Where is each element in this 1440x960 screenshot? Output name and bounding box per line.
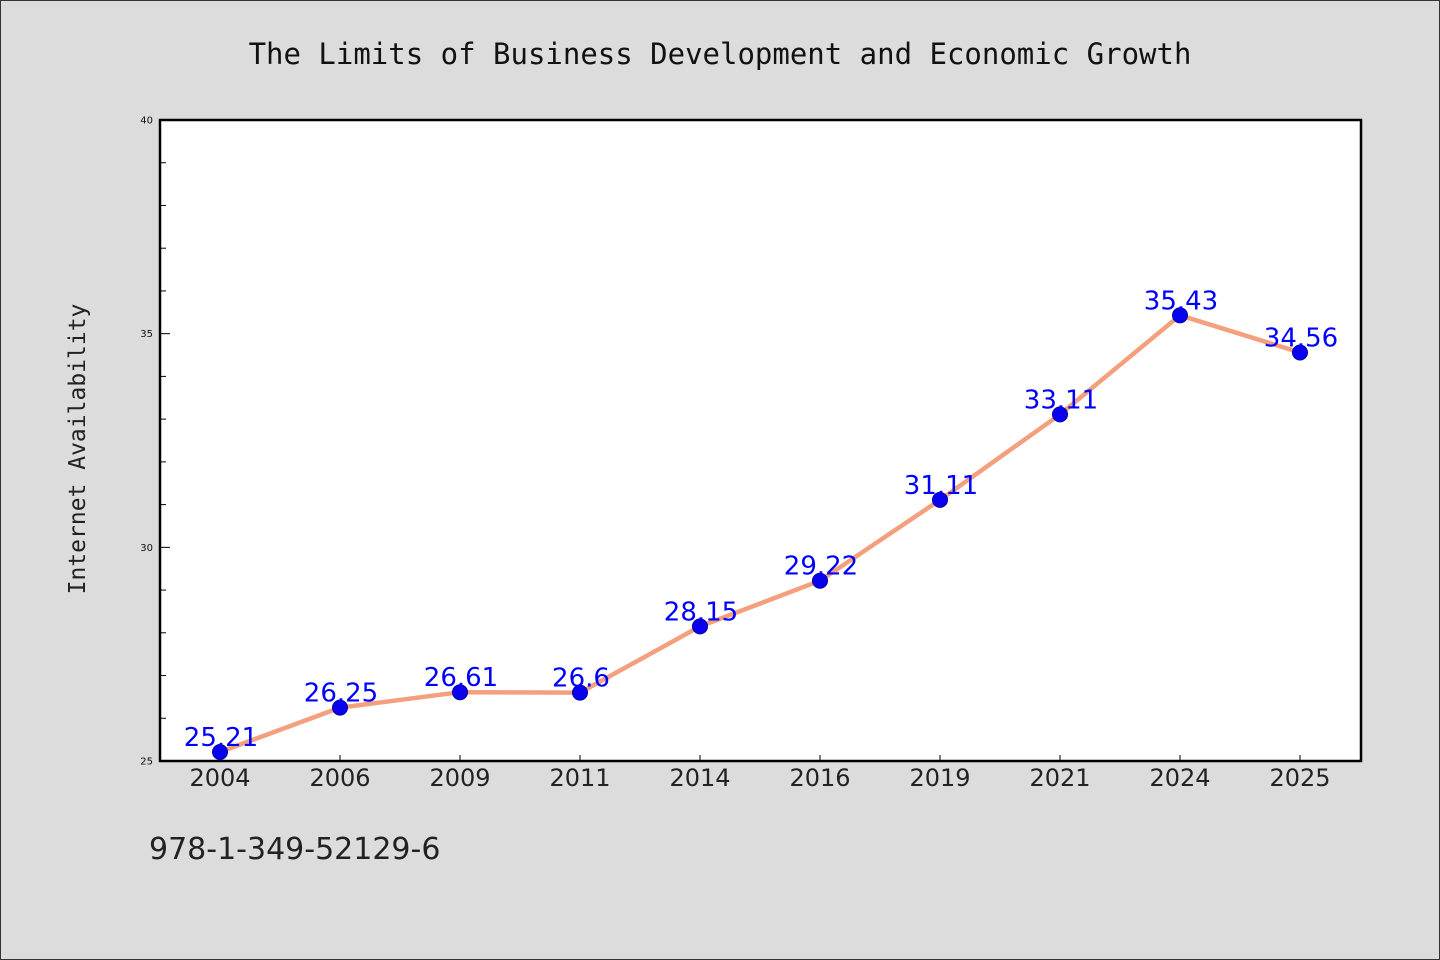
data-markers — [212, 307, 1308, 760]
x-tick-label: 2011 — [549, 764, 610, 792]
data-point — [1292, 344, 1308, 361]
x-tick-label: 2019 — [909, 764, 970, 792]
plot-area — [158, 118, 1363, 763]
data-label: 34.56 — [1264, 324, 1338, 354]
data-label: 28.15 — [664, 597, 738, 627]
chart-title: The Limits of Business Development and E… — [249, 37, 1192, 71]
y-tick-label: 30 — [140, 543, 153, 554]
data-point — [572, 684, 588, 701]
data-point — [692, 618, 708, 635]
y-axis-ticks: 25 30 35 40 — [140, 116, 170, 768]
data-label: 29.22 — [784, 552, 858, 582]
x-tick-label: 2006 — [309, 764, 370, 792]
x-axis-ticks: 2004 2006 2009 2011 2014 2016 2019 2021 2024 2025 — [189, 755, 1331, 792]
x-tick-label: 2021 — [1029, 764, 1090, 792]
data-point — [332, 699, 348, 716]
series-line — [219, 313, 1301, 755]
data-point — [932, 491, 948, 508]
data-label: 26.61 — [424, 663, 498, 693]
x-tick-label: 2016 — [789, 764, 850, 792]
x-tick-label: 2004 — [189, 764, 250, 792]
data-label: 31.11 — [904, 471, 978, 501]
x-tick-label: 2024 — [1149, 764, 1210, 792]
y-axis-label: Internet Availability — [65, 304, 91, 595]
y-tick-label: 35 — [140, 329, 153, 340]
x-tick-label: 2025 — [1269, 764, 1330, 792]
data-point — [1052, 406, 1068, 423]
data-point — [812, 572, 828, 589]
y-tick-label: 40 — [140, 116, 153, 127]
x-tick-label: 2009 — [429, 764, 490, 792]
data-label: 26.6 — [552, 664, 610, 694]
data-label: 35.43 — [1144, 286, 1218, 316]
data-labels: 25.21 26.25 26.61 26.6 28.15 29.22 31.11 33.11 3… — [184, 286, 1338, 753]
data-label: 26.25 — [304, 679, 378, 709]
y-tick-label: 25 — [140, 757, 153, 768]
data-point — [1172, 307, 1188, 324]
x-tick-label: 2014 — [669, 764, 730, 792]
data-point — [452, 684, 468, 701]
footnote-id: 978-1-349-52129-6 — [149, 832, 441, 867]
data-label: 25.21 — [184, 723, 258, 753]
data-point — [212, 744, 228, 760]
footnote-container: 978-1-349-52129-6 — [149, 832, 440, 867]
data-label: 33.11 — [1024, 385, 1098, 415]
